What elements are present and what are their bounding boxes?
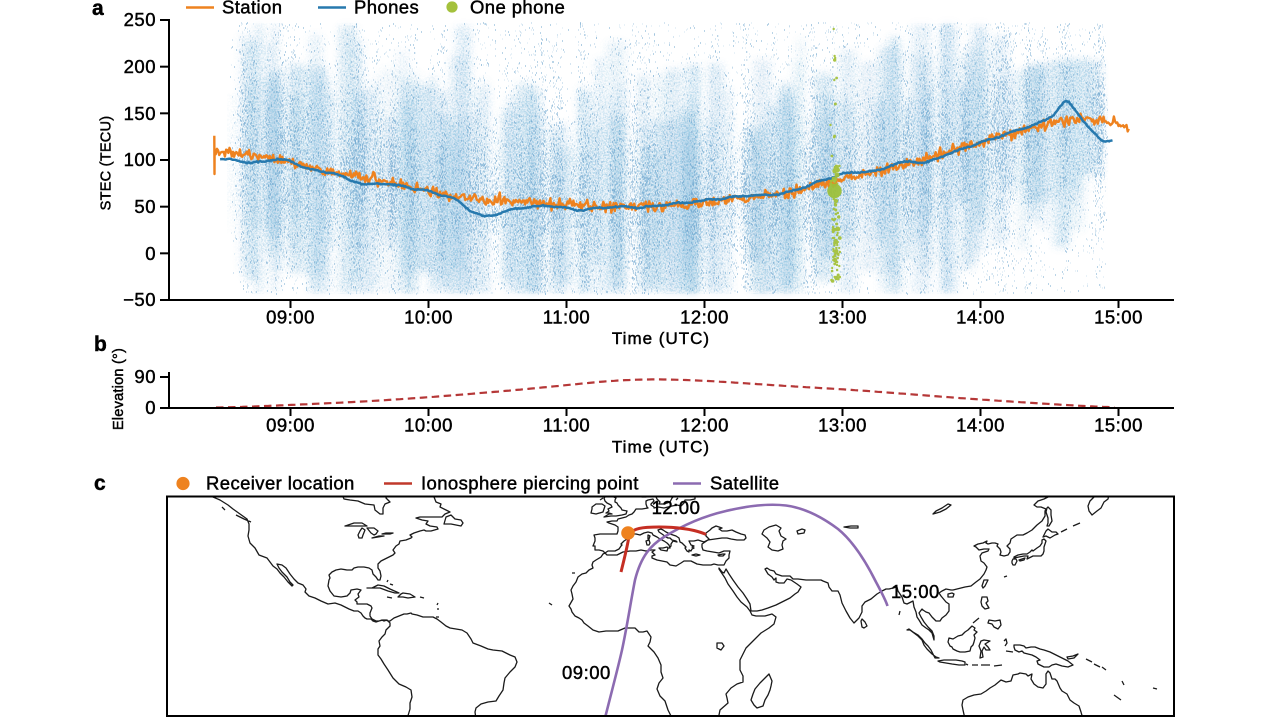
svg-text:12:00: 12:00 — [680, 307, 729, 328]
svg-text:Ionosphere piercing point: Ionosphere piercing point — [421, 473, 639, 494]
svg-text:Phones: Phones — [354, 0, 419, 18]
svg-text:09:00: 09:00 — [562, 662, 611, 683]
svg-text:200: 200 — [124, 56, 156, 77]
svg-text:14:00: 14:00 — [956, 415, 1005, 436]
svg-text:Station: Station — [222, 0, 282, 18]
svg-text:09:00: 09:00 — [266, 307, 315, 328]
svg-text:−50: −50 — [123, 289, 156, 310]
svg-text:Time (UTC): Time (UTC) — [612, 329, 710, 348]
svg-text:13:00: 13:00 — [818, 307, 867, 328]
svg-text:10:00: 10:00 — [404, 415, 453, 436]
svg-text:STEC (TECU): STEC (TECU) — [99, 116, 115, 211]
svg-text:15:00: 15:00 — [1094, 415, 1143, 436]
svg-text:a: a — [92, 0, 104, 20]
svg-text:12:00: 12:00 — [680, 415, 729, 436]
svg-text:11:00: 11:00 — [543, 307, 590, 328]
svg-text:100: 100 — [124, 149, 156, 170]
svg-text:90: 90 — [134, 366, 156, 387]
svg-text:Time (UTC): Time (UTC) — [612, 438, 710, 457]
svg-text:150: 150 — [124, 103, 156, 124]
svg-text:15:00: 15:00 — [1094, 307, 1143, 328]
svg-text:13:00: 13:00 — [818, 415, 867, 436]
svg-text:Satellite: Satellite — [710, 473, 779, 494]
svg-text:15:00: 15:00 — [891, 581, 940, 602]
svg-text:0: 0 — [145, 243, 156, 264]
svg-text:10:00: 10:00 — [404, 307, 453, 328]
svg-text:12:00: 12:00 — [652, 497, 701, 518]
svg-text:Receiver location: Receiver location — [206, 473, 355, 494]
svg-text:14:00: 14:00 — [956, 307, 1005, 328]
svg-text:Elevation (°): Elevation (°) — [111, 348, 127, 430]
svg-text:c: c — [94, 472, 106, 495]
svg-text:b: b — [94, 333, 107, 356]
svg-text:11:00: 11:00 — [543, 415, 590, 436]
svg-text:250: 250 — [124, 9, 156, 30]
svg-text:09:00: 09:00 — [266, 415, 315, 436]
svg-text:0: 0 — [145, 397, 156, 418]
svg-text:50: 50 — [134, 196, 156, 217]
svg-text:One phone: One phone — [470, 0, 565, 18]
